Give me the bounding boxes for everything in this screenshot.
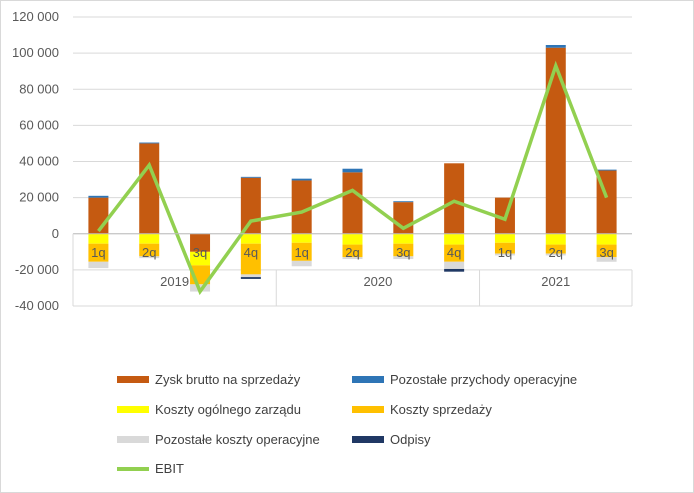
bar-segment [393,201,414,203]
year-label: 2021 [541,274,570,289]
bar-segment [596,169,617,171]
bar-segment [494,233,515,243]
bar-segment [444,163,465,234]
bar-segment [240,243,261,275]
x-tick-label: 4q [244,245,258,260]
bar-segment [596,244,617,258]
bar-segment [393,256,414,260]
y-tick-label: 40 000 [19,154,59,169]
x-tick-label: 3q [396,245,410,260]
bar-segment [545,233,566,245]
bar-segment [291,180,312,234]
bar-segment [494,253,515,256]
bar-segment [596,257,617,262]
bar-segment [342,233,363,245]
y-tick-label: -40 000 [15,298,59,313]
bar-segment [139,143,160,234]
bar-segment [240,274,261,278]
gridlines [73,16,632,307]
bar-segment [139,256,160,259]
bar-segment [88,261,109,269]
bar-segment [545,244,566,254]
bar-segment [291,178,312,181]
bar-segment [291,242,312,261]
bar-segment [444,261,465,269]
x-tick-label: 1q [498,245,512,260]
x-tick-label: 2q [345,245,359,260]
bar-segment [393,243,414,257]
bar-segment [139,233,160,244]
x-tick-label: 3q [193,245,207,260]
bar-segment [444,233,465,245]
year-label: 2019 [160,274,189,289]
bar-segment [139,243,160,257]
bar-segment [88,243,109,262]
bar-segment [444,268,465,272]
bar-segment [342,172,363,234]
axes: -40 000 -20 000 0 20 000 40 000 60 000 80 000 1… [12,9,633,313]
bar-segment [88,195,109,198]
y-tick-label: -20 000 [15,262,59,277]
x-tick-label: 1q [91,245,105,260]
bar-segment [342,257,363,260]
x-tick-label: 4q [447,245,461,260]
bar-segment [139,142,160,144]
bar-segment [494,242,515,254]
y-tick-label: 20 000 [19,190,59,205]
bar-segment [190,233,211,252]
x-tick-label: 1q [294,245,308,260]
bar-segment [545,253,566,256]
y-tick-label: 80 000 [19,81,59,96]
y-tick-label: 60 000 [19,117,59,132]
bar-segment [393,233,414,244]
x-tick-label: 3q [599,245,613,260]
bar-segment [444,244,465,262]
bar-segment [342,244,363,258]
bar-segment [545,44,566,48]
ebit-line [97,60,609,296]
x-tick-label: 2q [549,245,563,260]
bar-segment [596,233,617,245]
y-tick-label: 100 000 [12,45,59,60]
bar-segment [240,277,261,279]
x-tick-label: 2q [142,245,156,260]
bar-segment [240,233,261,244]
y-tick-label: 0 [52,226,59,241]
year-label: 2020 [363,274,392,289]
bar-segment [545,47,566,234]
bar-segment [190,251,211,266]
bar-segment [88,233,109,244]
bar-segment [240,177,261,234]
bar-segment [240,176,261,178]
bar-segment [291,233,312,243]
bar-segment [291,260,312,267]
bar-segment [342,168,363,173]
y-tick-label: 120 000 [12,9,59,24]
